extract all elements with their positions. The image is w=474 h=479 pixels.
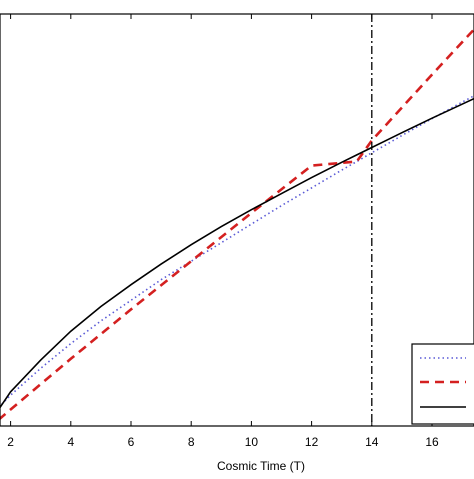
x-tick-label: 12 <box>305 435 319 449</box>
x-tick-label: 14 <box>365 435 379 449</box>
x-axis-ticks: 2 4 6 8 10 12 14 16 <box>7 14 439 449</box>
series-line-dashed <box>0 27 474 421</box>
legend-box <box>411 343 474 425</box>
series-line-solid <box>0 97 474 409</box>
x-tick-label: 6 <box>128 435 135 449</box>
legend <box>411 343 474 425</box>
plot-frame <box>0 13 474 427</box>
x-tick-label: 10 <box>245 435 259 449</box>
x-tick-label: 4 <box>67 435 74 449</box>
series-layer <box>0 27 474 421</box>
x-tick-label: 2 <box>7 435 14 449</box>
x-tick-label: 16 <box>425 435 439 449</box>
x-axis-label: Cosmic Time (T) <box>217 459 305 473</box>
x-tick-label: 8 <box>188 435 195 449</box>
